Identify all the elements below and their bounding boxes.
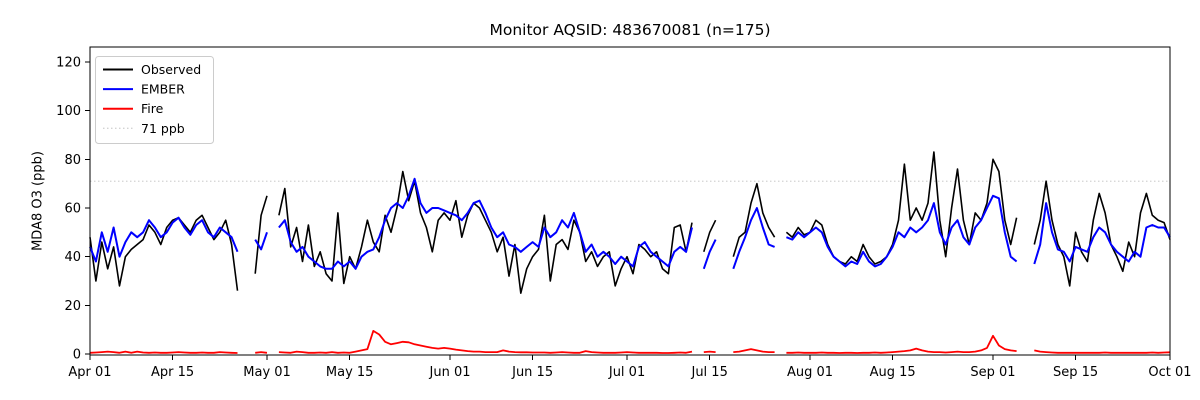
x-tick-label: May 01 (243, 365, 291, 380)
x-tick-label: Apr 15 (151, 365, 194, 380)
legend-label-fire: Fire (141, 101, 164, 116)
plot-border (89, 46, 1171, 356)
y-tick-label: 100 (56, 104, 81, 119)
x-tick-label: Apr 01 (68, 365, 111, 380)
y-tick-label: 60 (64, 202, 81, 217)
chart-title: Monitor AQSID: 483670081 (n=175) (489, 21, 771, 39)
y-tick-label: 20 (64, 299, 81, 314)
y-tick-label: 40 (64, 250, 81, 265)
x-tick-label: Jun 01 (429, 365, 471, 380)
series-observed-line (89, 151, 1171, 294)
x-tick-label: Aug 01 (787, 365, 833, 380)
series-ember-line (89, 177, 1171, 270)
x-tick-label: Aug 15 (870, 365, 916, 380)
series-fire-line (89, 330, 1171, 354)
x-tick-label: Sep 01 (970, 365, 1015, 380)
y-tick-label: 80 (64, 153, 81, 168)
legend-label-ember: EMBER (141, 82, 185, 97)
x-tick-label: Jul 01 (608, 365, 645, 380)
x-tick-label: Oct 01 (1148, 365, 1191, 380)
legend-label-71-ppb: 71 ppb (141, 121, 185, 136)
legend-box (95, 56, 214, 144)
x-tick-label: Sep 15 (1053, 365, 1098, 380)
y-tick-label: 120 (56, 56, 81, 71)
legend-label-observed: Observed (141, 62, 201, 77)
x-tick-label: Jul 15 (690, 365, 727, 380)
x-tick-label: Jun 15 (511, 365, 553, 380)
x-tick-label: May 15 (326, 365, 374, 380)
y-tick-label: 0 (73, 348, 81, 363)
